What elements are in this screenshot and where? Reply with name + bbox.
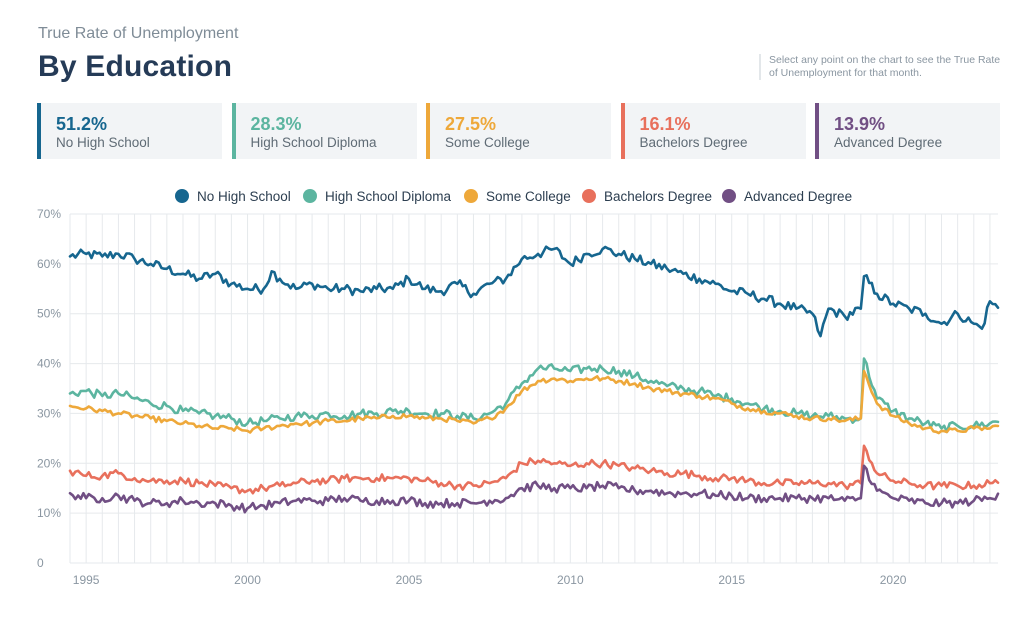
card-label: High School Diploma [250, 135, 377, 150]
x-tick-label: 2020 [880, 573, 907, 587]
x-tick-label: 2015 [718, 573, 745, 587]
y-tick-label: 10% [37, 506, 61, 520]
legend-item-bachelors-degree[interactable]: Bachelors Degree [582, 187, 712, 205]
card-value: 16.1% [639, 114, 691, 134]
legend-item-no-high-school[interactable]: No High School [175, 187, 291, 205]
legend-dot-icon [722, 189, 736, 203]
y-tick-label: 0 [37, 556, 44, 570]
legend-dot-icon [464, 189, 478, 203]
card-value: 27.5% [445, 114, 497, 134]
card-label: Bachelors Degree [639, 135, 748, 150]
card-value: 13.9% [834, 114, 886, 134]
chart-legend: No High School High School Diploma Some … [0, 187, 1026, 205]
series-line-some-college[interactable] [68, 369, 1000, 435]
page-title: By Education [38, 50, 233, 83]
x-tick-label: 2000 [234, 573, 261, 587]
card-label: Some College [445, 135, 530, 150]
page-supertitle: True Rate of Unemployment [38, 25, 239, 42]
card-some-college[interactable]: 27.5% Some College [426, 103, 611, 159]
chart-hint: Select any point on the chart to see the… [759, 54, 1009, 80]
legend-item-high-school-diploma[interactable]: High School Diploma [303, 187, 451, 205]
legend-dot-icon [303, 189, 317, 203]
x-tick-label: 2005 [396, 573, 423, 587]
y-tick-label: 40% [37, 357, 61, 371]
y-tick-label: 60% [37, 257, 61, 271]
legend-item-advanced-degree[interactable]: Advanced Degree [722, 187, 852, 205]
legend-label: High School Diploma [325, 188, 452, 204]
series-line-high-school-diploma[interactable] [68, 357, 1000, 434]
card-label: Advanced Degree [834, 135, 943, 150]
legend-label: Bachelors Degree [604, 188, 713, 204]
card-label: No High School [56, 135, 150, 150]
card-advanced-degree[interactable]: 13.9% Advanced Degree [815, 103, 1000, 159]
legend-dot-icon [175, 189, 189, 203]
x-tick-label: 2010 [557, 573, 584, 587]
series-line-advanced-degree[interactable] [68, 464, 1000, 514]
y-tick-label: 30% [37, 406, 61, 420]
legend-dot-icon [582, 189, 596, 203]
card-value: 51.2% [56, 114, 108, 134]
series-line-bachelors-degree[interactable] [68, 444, 1000, 495]
y-tick-label: 70% [37, 207, 61, 221]
legend-label: Advanced Degree [744, 188, 853, 204]
series-line-no-high-school[interactable] [68, 245, 1000, 338]
x-tick-label: 1995 [73, 573, 100, 587]
legend-label: Some College [486, 188, 571, 204]
summary-cards: 51.2% No High School 28.3% High School D… [37, 103, 1000, 159]
y-tick-label: 50% [37, 307, 61, 321]
legend-item-some-college[interactable]: Some College [464, 187, 571, 205]
card-value: 28.3% [250, 114, 302, 134]
legend-label: No High School [197, 188, 291, 204]
card-no-high-school[interactable]: 51.2% No High School [37, 103, 222, 159]
card-bachelors-degree[interactable]: 16.1% Bachelors Degree [620, 103, 806, 159]
y-tick-label: 20% [37, 456, 61, 470]
card-high-school-diploma[interactable]: 28.3% High School Diploma [231, 103, 417, 159]
